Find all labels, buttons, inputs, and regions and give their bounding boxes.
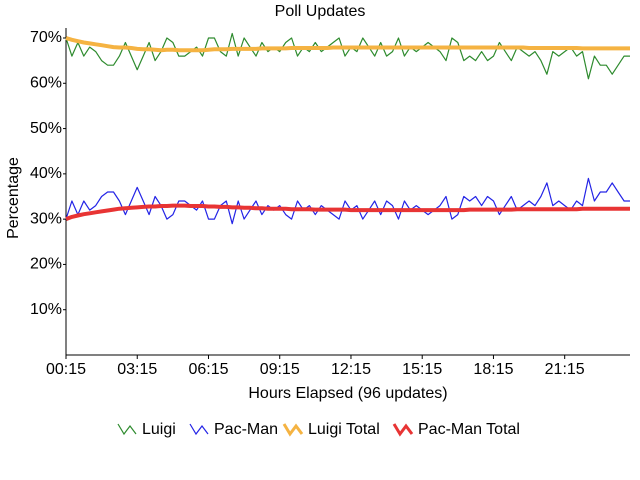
y-axis-label: Percentage: [5, 157, 22, 239]
x-tick-label: 03:15: [117, 361, 157, 378]
x-tick-label: 06:15: [188, 361, 228, 378]
x-tick-label: 18:15: [473, 361, 513, 378]
chart-title: Poll Updates: [275, 3, 366, 20]
series-line: [65, 32, 630, 80]
x-tick-label: 15:15: [402, 361, 442, 378]
x-tick-label: 21:15: [545, 361, 585, 378]
series-line: [65, 203, 630, 221]
y-tick-label: 30%: [30, 210, 62, 227]
x-tick-label: 12:15: [331, 361, 371, 378]
legend-label: Luigi: [142, 421, 176, 438]
y-tick-label: 20%: [30, 256, 62, 273]
legend-swatch: [392, 423, 414, 437]
legend-label: Pac-Man: [214, 421, 278, 438]
y-tick-label: 50%: [30, 120, 62, 137]
x-axis-label: Hours Elapsed (96 updates): [248, 385, 447, 402]
y-tick-label: 40%: [30, 165, 62, 182]
x-tick-label: 09:15: [260, 361, 300, 378]
y-tick-label: 60%: [30, 75, 62, 92]
legend-label: Luigi Total: [308, 421, 380, 438]
legend-swatch: [117, 423, 137, 436]
x-tick-label: 00:15: [46, 361, 86, 378]
y-tick-label: 10%: [30, 301, 62, 318]
series-line: [65, 36, 630, 53]
y-tick-label: 70%: [30, 29, 62, 46]
legend-swatch: [189, 423, 209, 436]
legend-label: Pac-Man Total: [418, 421, 520, 438]
legend-swatch: [282, 423, 304, 437]
series-line: [65, 177, 630, 225]
